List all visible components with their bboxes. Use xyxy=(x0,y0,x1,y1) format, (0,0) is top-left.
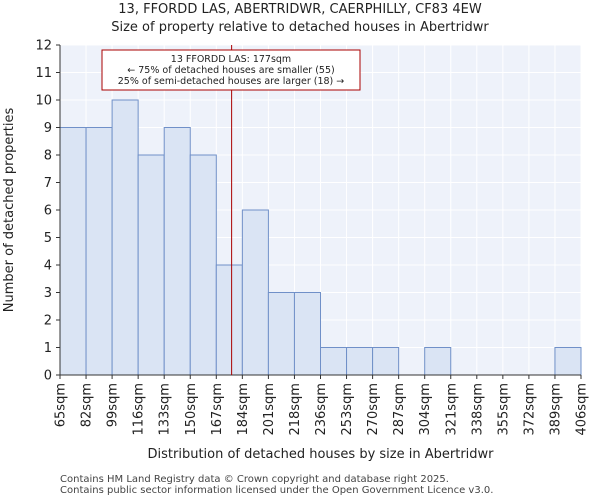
x-tick-label: 304sqm xyxy=(418,383,433,436)
annotation-line: ← 75% of detached houses are smaller (55… xyxy=(127,65,334,76)
histogram-bar xyxy=(372,347,400,376)
histogram-bar xyxy=(241,209,269,376)
y-tick-label: 7 xyxy=(44,176,52,191)
y-tick-label: 9 xyxy=(44,121,52,136)
x-tick-label: 167sqm xyxy=(210,383,225,436)
x-tick-label: 150sqm xyxy=(184,383,199,436)
histogram-bar xyxy=(293,292,322,376)
y-tick-label: 5 xyxy=(44,231,52,246)
histogram-bar xyxy=(424,347,452,376)
x-tick-label: 270sqm xyxy=(366,383,381,436)
y-tick-label: 11 xyxy=(35,66,52,81)
histogram-bar xyxy=(215,264,243,376)
footer-line-1: Contains HM Land Registry data © Crown c… xyxy=(60,474,449,485)
histogram-bar xyxy=(189,154,217,376)
histogram-bar xyxy=(137,154,165,376)
histogram-bar xyxy=(85,127,113,376)
x-tick-label: 287sqm xyxy=(392,383,407,436)
x-tick-label: 406sqm xyxy=(575,383,590,436)
histogram-bar xyxy=(267,292,295,376)
x-tick-label: 389sqm xyxy=(548,383,563,436)
x-tick-label: 201sqm xyxy=(262,383,277,436)
chart-subtitle: Size of property relative to detached ho… xyxy=(111,20,489,35)
y-tick-label: 2 xyxy=(44,314,52,329)
footer-line-2: Contains public sector information licen… xyxy=(60,485,494,496)
annotation-box xyxy=(101,49,361,91)
histogram-bar xyxy=(554,347,582,376)
y-tick-label: 8 xyxy=(44,149,52,164)
histogram-bar xyxy=(59,127,87,376)
histogram-bar xyxy=(111,99,139,376)
histogram-bar xyxy=(163,127,191,376)
y-tick-label: 3 xyxy=(44,286,52,301)
x-tick-label: 338sqm xyxy=(470,383,485,436)
x-tick-label: 116sqm xyxy=(132,383,147,436)
y-axis-title: Number of detached properties xyxy=(2,108,17,313)
x-tick-label: 184sqm xyxy=(236,383,251,436)
y-tick-label: 0 xyxy=(44,369,52,384)
x-axis-title: Distribution of detached houses by size … xyxy=(148,447,495,462)
y-tick-label: 1 xyxy=(44,341,52,356)
y-tick-label: 6 xyxy=(44,204,52,219)
x-tick-label: 133sqm xyxy=(158,383,173,436)
x-tick-label: 99sqm xyxy=(106,383,121,427)
y-tick-label: 12 xyxy=(35,39,52,54)
y-tick-label: 4 xyxy=(44,259,52,274)
histogram-bar xyxy=(320,347,348,376)
x-tick-label: 253sqm xyxy=(340,383,355,436)
x-tick-label: 65sqm xyxy=(54,383,69,427)
x-tick-label: 355sqm xyxy=(496,383,511,436)
x-tick-label: 372sqm xyxy=(522,383,537,436)
y-tick-label: 10 xyxy=(35,94,52,109)
x-tick-label: 218sqm xyxy=(288,383,303,436)
x-tick-label: 321sqm xyxy=(444,383,459,436)
histogram-bar xyxy=(346,347,374,376)
annotation-line: 25% of semi-detached houses are larger (… xyxy=(118,76,345,87)
chart-title: 13, FFORDD LAS, ABERTRIDWR, CAERPHILLY, … xyxy=(118,2,482,17)
x-tick-label: 236sqm xyxy=(314,383,329,436)
annotation-line: 13 FFORDD LAS: 177sqm xyxy=(171,54,291,65)
x-tick-label: 82sqm xyxy=(80,383,95,427)
